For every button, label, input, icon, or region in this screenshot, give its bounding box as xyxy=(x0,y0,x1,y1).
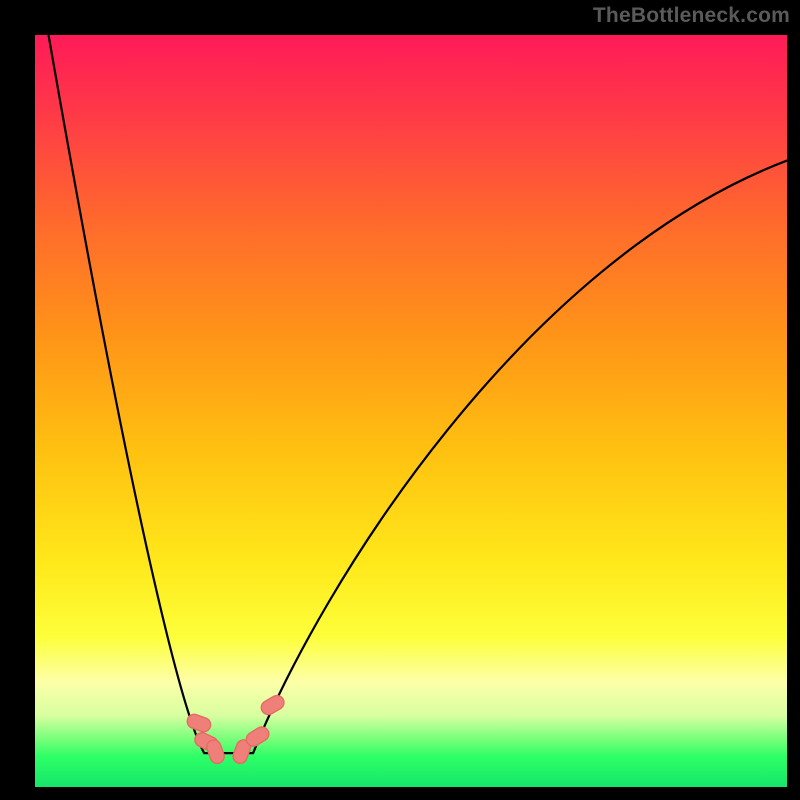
gradient-background xyxy=(35,35,787,787)
plot-area xyxy=(35,35,787,787)
plot-svg xyxy=(35,35,787,787)
watermark-text: TheBottleneck.com xyxy=(593,4,790,28)
chart-container: TheBottleneck.com xyxy=(0,0,800,800)
